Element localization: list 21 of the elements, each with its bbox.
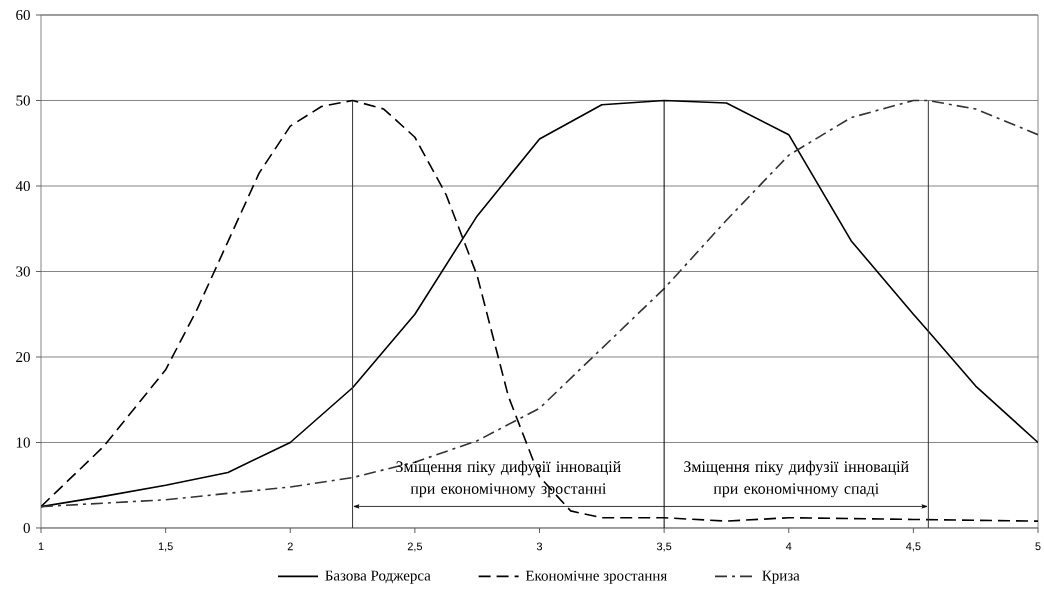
x-tick-label: 4,5 <box>906 542 921 552</box>
legend-label: Економічне зростання <box>525 570 667 584</box>
annotation: Зміщення піку дифузії інновацій при економічному зростанні <box>396 460 621 498</box>
x-tick-label: 2 <box>287 542 293 551</box>
x-tick-label: 3 <box>536 542 543 551</box>
y-tick-label: 40 <box>15 180 30 192</box>
y-tick-label: 30 <box>16 266 30 277</box>
y-tick-label: 10 <box>16 437 30 448</box>
annotation: Зміщення піку дифузії інновацій при економічному спаді <box>684 460 909 498</box>
x-tick-label: 2,5 <box>407 542 423 552</box>
y-tick-label: 60 <box>16 9 30 21</box>
x-tick-label: 4 <box>785 542 792 551</box>
x-tick-label: 5 <box>1035 542 1041 551</box>
legend-label: Базова Роджерса <box>325 570 431 584</box>
y-tick-label: 20 <box>16 351 30 363</box>
y-tick-label: 50 <box>16 95 30 106</box>
y-tick-label: 0 <box>23 522 30 534</box>
x-tick-label: 3,5 <box>656 542 672 552</box>
x-tick-label: 1,5 <box>158 542 173 552</box>
legend-label: Криза <box>762 570 800 584</box>
x-tick-label: 1 <box>38 542 44 551</box>
